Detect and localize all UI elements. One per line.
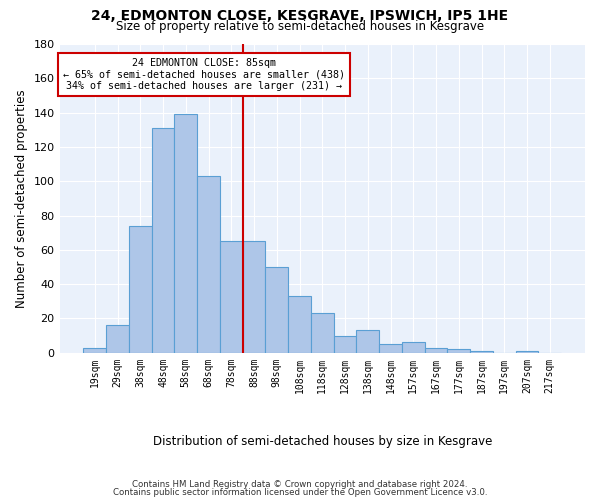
Bar <box>379 344 402 352</box>
X-axis label: Distribution of semi-detached houses by size in Kesgrave: Distribution of semi-detached houses by … <box>152 434 492 448</box>
Text: Contains HM Land Registry data © Crown copyright and database right 2024.: Contains HM Land Registry data © Crown c… <box>132 480 468 489</box>
Bar <box>515 351 538 352</box>
Bar <box>106 326 129 352</box>
Bar <box>311 314 334 352</box>
Bar <box>242 241 265 352</box>
Bar <box>220 241 242 352</box>
Bar <box>448 350 470 352</box>
Text: 24 EDMONTON CLOSE: 85sqm
← 65% of semi-detached houses are smaller (438)
34% of : 24 EDMONTON CLOSE: 85sqm ← 65% of semi-d… <box>63 58 345 91</box>
Bar <box>425 348 448 352</box>
Bar <box>197 176 220 352</box>
Text: Size of property relative to semi-detached houses in Kesgrave: Size of property relative to semi-detach… <box>116 20 484 33</box>
Bar <box>129 226 152 352</box>
Bar <box>470 351 493 352</box>
Bar <box>175 114 197 352</box>
Y-axis label: Number of semi-detached properties: Number of semi-detached properties <box>15 89 28 308</box>
Bar <box>288 296 311 352</box>
Bar <box>402 342 425 352</box>
Bar <box>356 330 379 352</box>
Text: 24, EDMONTON CLOSE, KESGRAVE, IPSWICH, IP5 1HE: 24, EDMONTON CLOSE, KESGRAVE, IPSWICH, I… <box>91 9 509 23</box>
Bar <box>265 267 288 352</box>
Text: Contains public sector information licensed under the Open Government Licence v3: Contains public sector information licen… <box>113 488 487 497</box>
Bar <box>83 348 106 352</box>
Bar <box>152 128 175 352</box>
Bar <box>334 336 356 352</box>
